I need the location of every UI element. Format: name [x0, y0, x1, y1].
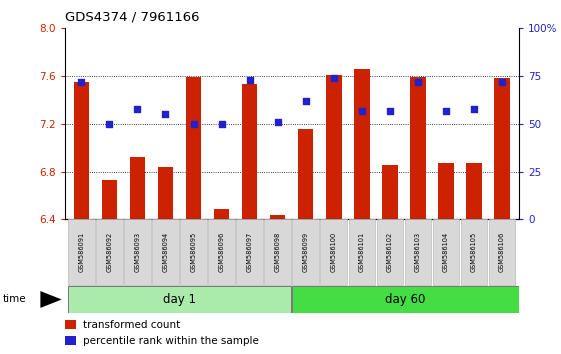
Bar	[376, 219, 403, 285]
Bar	[404, 219, 431, 285]
Text: GSM586092: GSM586092	[107, 232, 112, 272]
Bar	[208, 219, 235, 285]
Text: GSM586095: GSM586095	[191, 232, 196, 272]
Text: GSM586103: GSM586103	[415, 232, 421, 272]
Point	[273, 119, 282, 125]
Bar	[102, 180, 117, 219]
Text: GSM586102: GSM586102	[387, 232, 393, 272]
Bar	[130, 157, 145, 219]
Point	[329, 75, 338, 81]
Point	[105, 121, 114, 127]
Text: GSM586101: GSM586101	[359, 232, 365, 272]
Text: GSM586106: GSM586106	[499, 232, 505, 272]
Bar	[124, 219, 151, 285]
Point	[442, 108, 450, 113]
Text: GSM586100: GSM586100	[331, 232, 337, 272]
Text: GSM586093: GSM586093	[135, 232, 140, 272]
Point	[470, 106, 479, 112]
Point	[217, 121, 226, 127]
Text: time: time	[3, 295, 26, 304]
Bar	[270, 215, 286, 219]
Polygon shape	[40, 291, 62, 308]
Point	[77, 79, 86, 85]
Bar	[438, 163, 454, 219]
Bar	[264, 219, 291, 285]
Bar	[382, 165, 398, 219]
Text: GSM586091: GSM586091	[79, 232, 84, 272]
Bar	[68, 219, 95, 285]
Text: GSM586096: GSM586096	[219, 232, 224, 272]
Text: GDS4374 / 7961166: GDS4374 / 7961166	[65, 11, 199, 24]
Point	[498, 79, 507, 85]
Bar	[158, 167, 173, 219]
Text: GSM586097: GSM586097	[247, 232, 252, 272]
Bar	[292, 286, 519, 313]
Bar	[180, 219, 207, 285]
Point	[385, 108, 394, 113]
Text: day 1: day 1	[163, 293, 196, 306]
Bar	[68, 286, 291, 313]
Bar	[298, 129, 314, 219]
Text: percentile rank within the sample: percentile rank within the sample	[82, 336, 259, 346]
Point	[133, 106, 142, 112]
Point	[357, 108, 366, 113]
Text: transformed count: transformed count	[82, 320, 180, 330]
Text: GSM586105: GSM586105	[471, 232, 477, 272]
Point	[413, 79, 422, 85]
Bar	[461, 219, 488, 285]
Point	[245, 77, 254, 83]
Bar	[433, 219, 459, 285]
Text: day 60: day 60	[385, 293, 426, 306]
Text: GSM586094: GSM586094	[163, 232, 168, 272]
Bar	[65, 320, 76, 329]
Bar	[410, 77, 426, 219]
Bar	[292, 219, 319, 285]
Bar	[320, 219, 347, 285]
Bar	[494, 79, 510, 219]
Bar	[354, 69, 370, 219]
Bar	[348, 219, 375, 285]
Bar	[466, 163, 482, 219]
Point	[161, 112, 170, 117]
Bar	[96, 219, 123, 285]
Bar	[186, 77, 201, 219]
Point	[189, 121, 198, 127]
Bar	[489, 219, 516, 285]
Bar	[65, 336, 76, 345]
Text: GSM586099: GSM586099	[303, 232, 309, 272]
Bar	[152, 219, 179, 285]
Text: GSM586104: GSM586104	[443, 232, 449, 272]
Bar	[242, 85, 257, 219]
Point	[301, 98, 310, 104]
Bar	[326, 75, 342, 219]
Text: GSM586098: GSM586098	[275, 232, 280, 272]
Bar	[214, 209, 229, 219]
Bar	[73, 82, 89, 219]
Bar	[236, 219, 263, 285]
